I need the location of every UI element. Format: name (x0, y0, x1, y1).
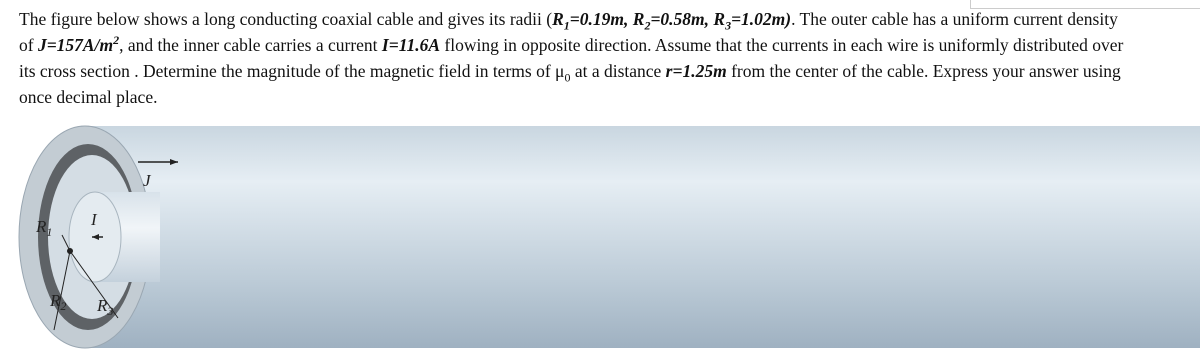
outer-cylinder (85, 126, 1200, 348)
text-run: flowing in opposite direction. Assume th… (19, 35, 1124, 81)
r3-line (69, 250, 119, 319)
text-run: =0.58m, R (650, 9, 726, 29)
i-label: I (90, 210, 98, 229)
r2-sub: 2 (60, 299, 66, 313)
text-run: 0 (564, 70, 571, 85)
r3-main: R (96, 296, 108, 315)
answer-box-edge (970, 0, 1200, 9)
text-run: 3 (725, 18, 732, 33)
j-label: J (143, 171, 152, 190)
r3-sub: 3 (106, 304, 113, 318)
text-run: μ (555, 61, 565, 81)
r1-sub: 1 (46, 225, 52, 239)
question-text: The figure below shows a long conducting… (19, 6, 1134, 110)
r2-label: R2 (49, 291, 66, 313)
text-run: =1.02m) (731, 9, 792, 29)
j-arrowhead (170, 159, 178, 165)
text-run: from the center of the cable. Express yo… (19, 61, 1121, 107)
text-run: at a distance (570, 61, 666, 81)
text-run: 2 (644, 18, 651, 33)
r1-line (61, 234, 71, 252)
text-run: J=157A/m (37, 35, 114, 55)
text-run: I=11.6A (381, 35, 441, 55)
text-run: , and the inner cable carries a current (119, 35, 382, 55)
r2-line (53, 250, 71, 331)
coaxial-figure: J I R1 R2 R3 (18, 125, 1200, 349)
text-run: 1 (563, 18, 570, 33)
text-run: 2 (113, 33, 120, 48)
r1-label: R1 (35, 217, 52, 239)
text-run: =0.19m, R (569, 9, 645, 29)
text-run: The figure below shows a long conducting… (19, 9, 553, 29)
r1-main: R (35, 217, 47, 236)
r3-label: R3 (96, 296, 113, 318)
text-run: R (552, 9, 564, 29)
text-run: . The outer cable has a uniform current … (19, 9, 1118, 55)
text-run: r=1.25m (665, 61, 727, 81)
r2-main: R (49, 291, 61, 310)
i-arrowhead (92, 234, 99, 240)
